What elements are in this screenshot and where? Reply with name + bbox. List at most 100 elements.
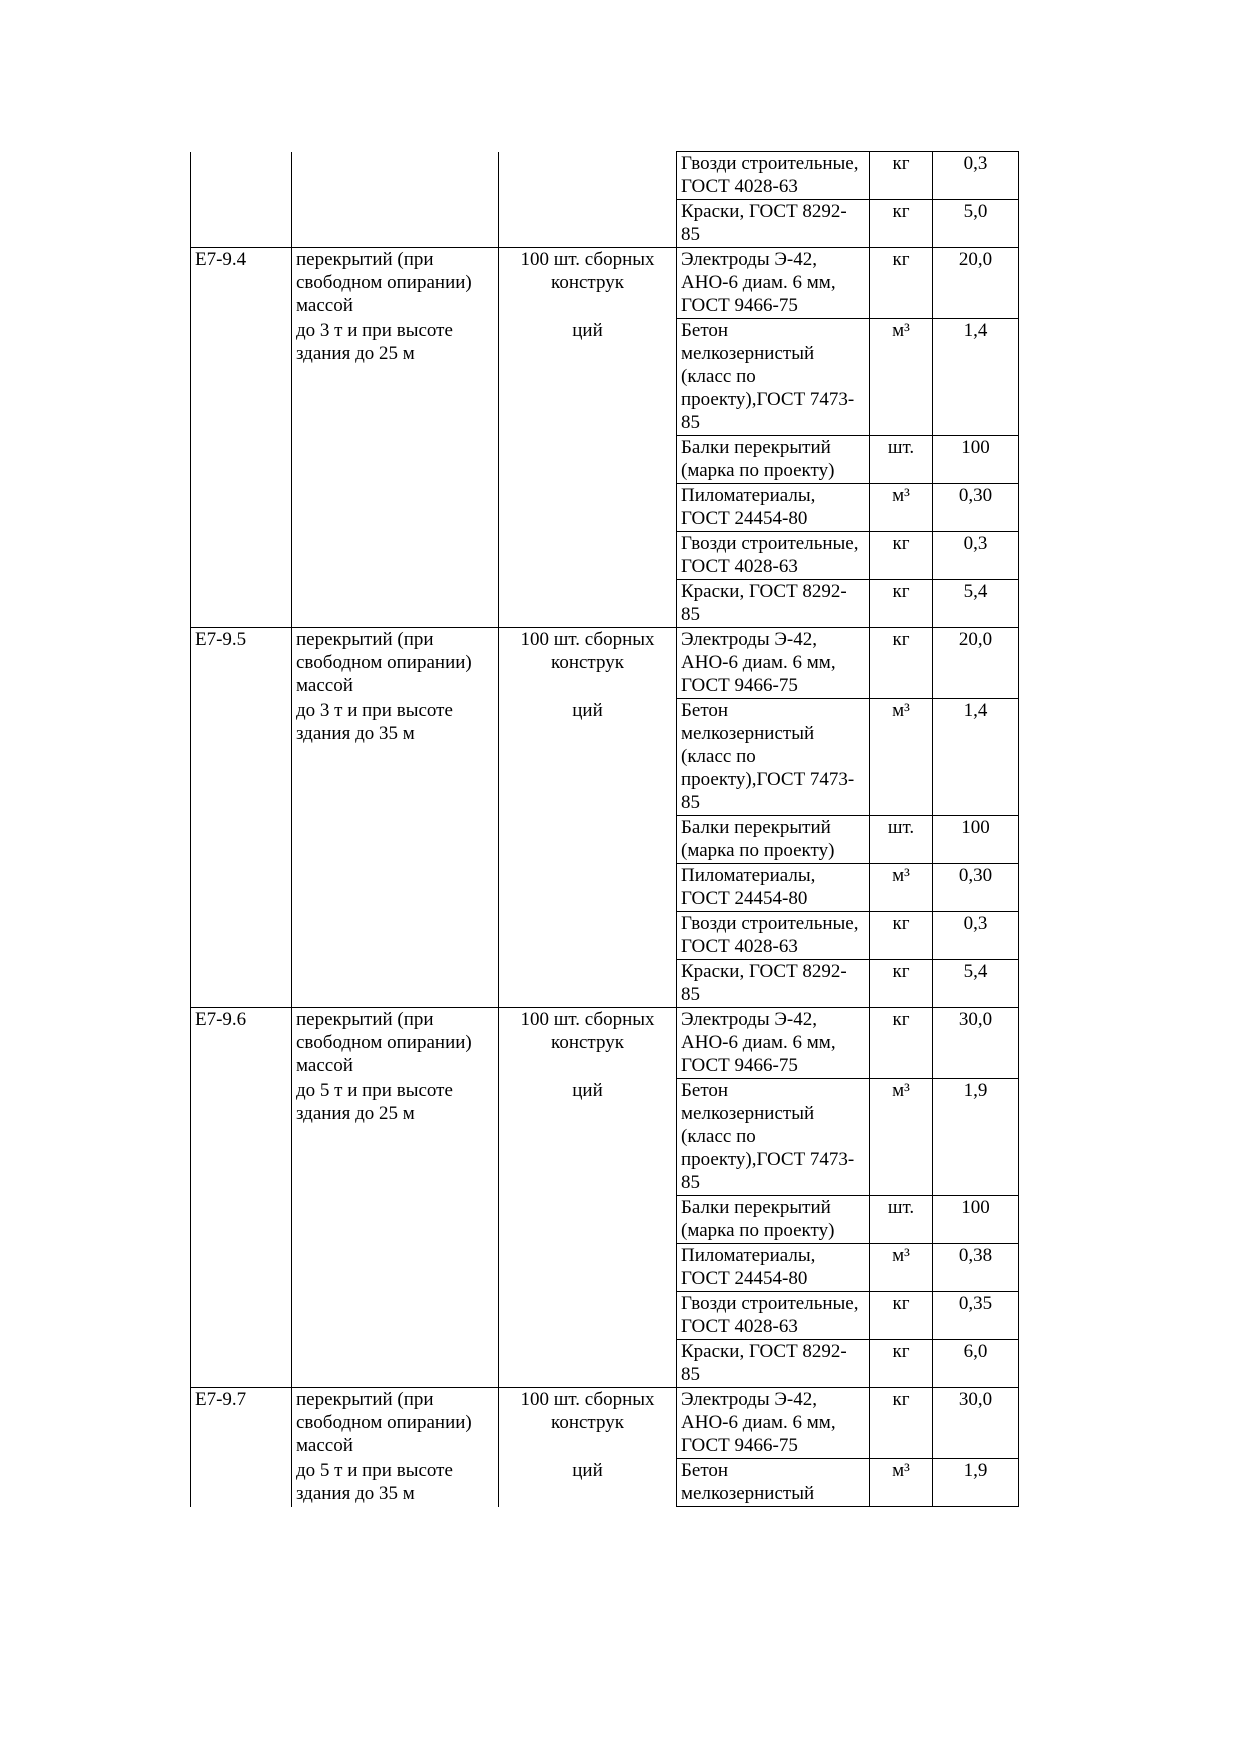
measure-unit-cell [498,863,677,912]
material-unit-cell: м³ [869,698,933,816]
material-quantity-cell: 0,3 [932,911,1019,960]
measure-unit-cell: ций [498,698,677,816]
material-name-cell: Гвозди строительные, ГОСТ 4028-63 [676,911,870,960]
table-row: до 5 т и при высоте здания до 35 м ций Бет… [190,1458,1019,1507]
material-quantity-cell: 0,30 [932,483,1019,532]
material-name-cell: Балки перекрытий (марка по проекту) [676,815,870,864]
material-name-cell: Электроды Э-42, АНО-6 диам. 6 мм, ГОСТ 9… [676,1007,870,1079]
material-name-cell: Бетон мелкозернистый (класс по проекту),… [676,698,870,816]
material-quantity-cell: 0,38 [932,1243,1019,1292]
material-unit-cell: кг [869,531,933,580]
material-name-cell: Краски, ГОСТ 8292-85 [676,959,870,1008]
rate-code-cell [190,199,292,248]
rate-code-cell [190,1458,292,1507]
description-cell: перекрытий (при свободном опирании) масс… [291,1387,499,1459]
material-name-cell: Электроды Э-42, АНО-6 диам. 6 мм, ГОСТ 9… [676,627,870,699]
material-name-cell: Бетон мелкозернистый (класс по проекту),… [676,318,870,436]
table-row: Гвозди строительные, ГОСТ 4028-63 кг 0,3 [190,911,1019,960]
material-name-cell: Краски, ГОСТ 8292-85 [676,199,870,248]
rate-code-cell [190,318,292,436]
material-unit-cell: кг [869,247,933,319]
material-name-cell: Гвозди строительные, ГОСТ 4028-63 [676,1291,870,1340]
rate-code-cell: Е7-9.5 [190,627,292,699]
material-unit-cell: кг [869,1339,933,1388]
unit-label: м³ [892,485,910,506]
material-unit-cell: кг [869,911,933,960]
measure-unit-cell: 100 шт. сборных конструк [498,1007,677,1079]
table-row: Пиломатериалы, ГОСТ 24454-80 м³ 0,30 [190,483,1019,532]
material-unit-cell: кг [869,959,933,1008]
description-cell: до 5 т и при высоте здания до 35 м [291,1458,499,1507]
table-row: Балки перекрытий (марка по проекту) шт. 10… [190,815,1019,864]
rate-code-cell [190,698,292,816]
description-cell [291,435,499,484]
material-name-cell: Балки перекрытий (марка по проекту) [676,1195,870,1244]
rate-code-cell [190,959,292,1008]
material-unit-cell: м³ [869,863,933,912]
description-cell [291,1291,499,1340]
material-unit-cell: шт. [869,1195,933,1244]
material-unit-cell: м³ [869,483,933,532]
material-quantity-cell: 5,4 [932,959,1019,1008]
material-quantity-cell: 6,0 [932,1339,1019,1388]
description-cell [291,911,499,960]
material-unit-cell: кг [869,579,933,628]
measure-unit-cell: 100 шт. сборных конструк [498,247,677,319]
table-row: Гвозди строительные, ГОСТ 4028-63 кг 0,3 [190,151,1019,200]
material-name-cell: Краски, ГОСТ 8292-85 [676,1339,870,1388]
measure-unit-cell [498,959,677,1008]
table-row: Гвозди строительные, ГОСТ 4028-63 кг 0,3 [190,531,1019,580]
material-unit-cell: кг [869,1291,933,1340]
measure-unit-cell: ций [498,318,677,436]
material-unit-cell: кг [869,1007,933,1079]
measure-unit-cell [498,1195,677,1244]
unit-label: м³ [892,1460,910,1481]
measure-unit-cell: ций [498,1078,677,1196]
material-quantity-cell: 30,0 [932,1387,1019,1459]
measure-unit-cell [498,815,677,864]
table-row: Краски, ГОСТ 8292-85 кг 5,4 [190,579,1019,628]
description-cell: до 5 т и при высоте здания до 25 м [291,1078,499,1196]
material-name-cell: Гвозди строительные, ГОСТ 4028-63 [676,151,870,200]
material-quantity-cell: 1,4 [932,698,1019,816]
rate-code-cell [190,1291,292,1340]
material-unit-cell: шт. [869,435,933,484]
description-cell [291,959,499,1008]
measure-unit-cell [498,199,677,248]
description-cell [291,1339,499,1388]
measure-unit-cell [498,1291,677,1340]
table-row: Е7-9.4 перекрытий (при свободном опирании… [190,247,1019,319]
description-cell [291,199,499,248]
rate-code-cell: Е7-9.4 [190,247,292,319]
rate-code-cell [190,1243,292,1292]
unit-label: м³ [892,1080,910,1101]
material-unit-cell: кг [869,1387,933,1459]
description-cell: перекрытий (при свободном опирании) масс… [291,247,499,319]
material-unit-cell: шт. [869,815,933,864]
material-name-cell: Бетон мелкозернистый [676,1458,870,1507]
description-cell: перекрытий (при свободном опирании) масс… [291,627,499,699]
table-row: Балки перекрытий (марка по проекту) шт. 10… [190,435,1019,484]
table-row: до 5 т и при высоте здания до 25 м ций Бет… [190,1078,1019,1196]
description-cell [291,815,499,864]
material-name-cell: Бетон мелкозернистый (класс по проекту),… [676,1078,870,1196]
material-unit-cell: м³ [869,318,933,436]
rate-code-cell [190,151,292,200]
material-unit-cell: м³ [869,1078,933,1196]
material-quantity-cell: 0,30 [932,863,1019,912]
measure-unit-cell [498,911,677,960]
table-row: Балки перекрытий (марка по проекту) шт. 10… [190,1195,1019,1244]
rate-code-cell: Е7-9.6 [190,1007,292,1079]
material-name-cell: Пиломатериалы, ГОСТ 24454-80 [676,863,870,912]
material-name-cell: Гвозди строительные, ГОСТ 4028-63 [676,531,870,580]
table-row: Е7-9.7 перекрытий (при свободном опирании… [190,1387,1019,1459]
description-cell [291,863,499,912]
unit-label: м³ [892,320,910,341]
measure-unit-cell [498,579,677,628]
description-cell: до 3 т и при высоте здания до 35 м [291,698,499,816]
table-row: Гвозди строительные, ГОСТ 4028-63 кг 0,35 [190,1291,1019,1340]
material-unit-cell: кг [869,199,933,248]
material-quantity-cell: 5,0 [932,199,1019,248]
rate-code-cell [190,1339,292,1388]
rate-code-cell [190,863,292,912]
